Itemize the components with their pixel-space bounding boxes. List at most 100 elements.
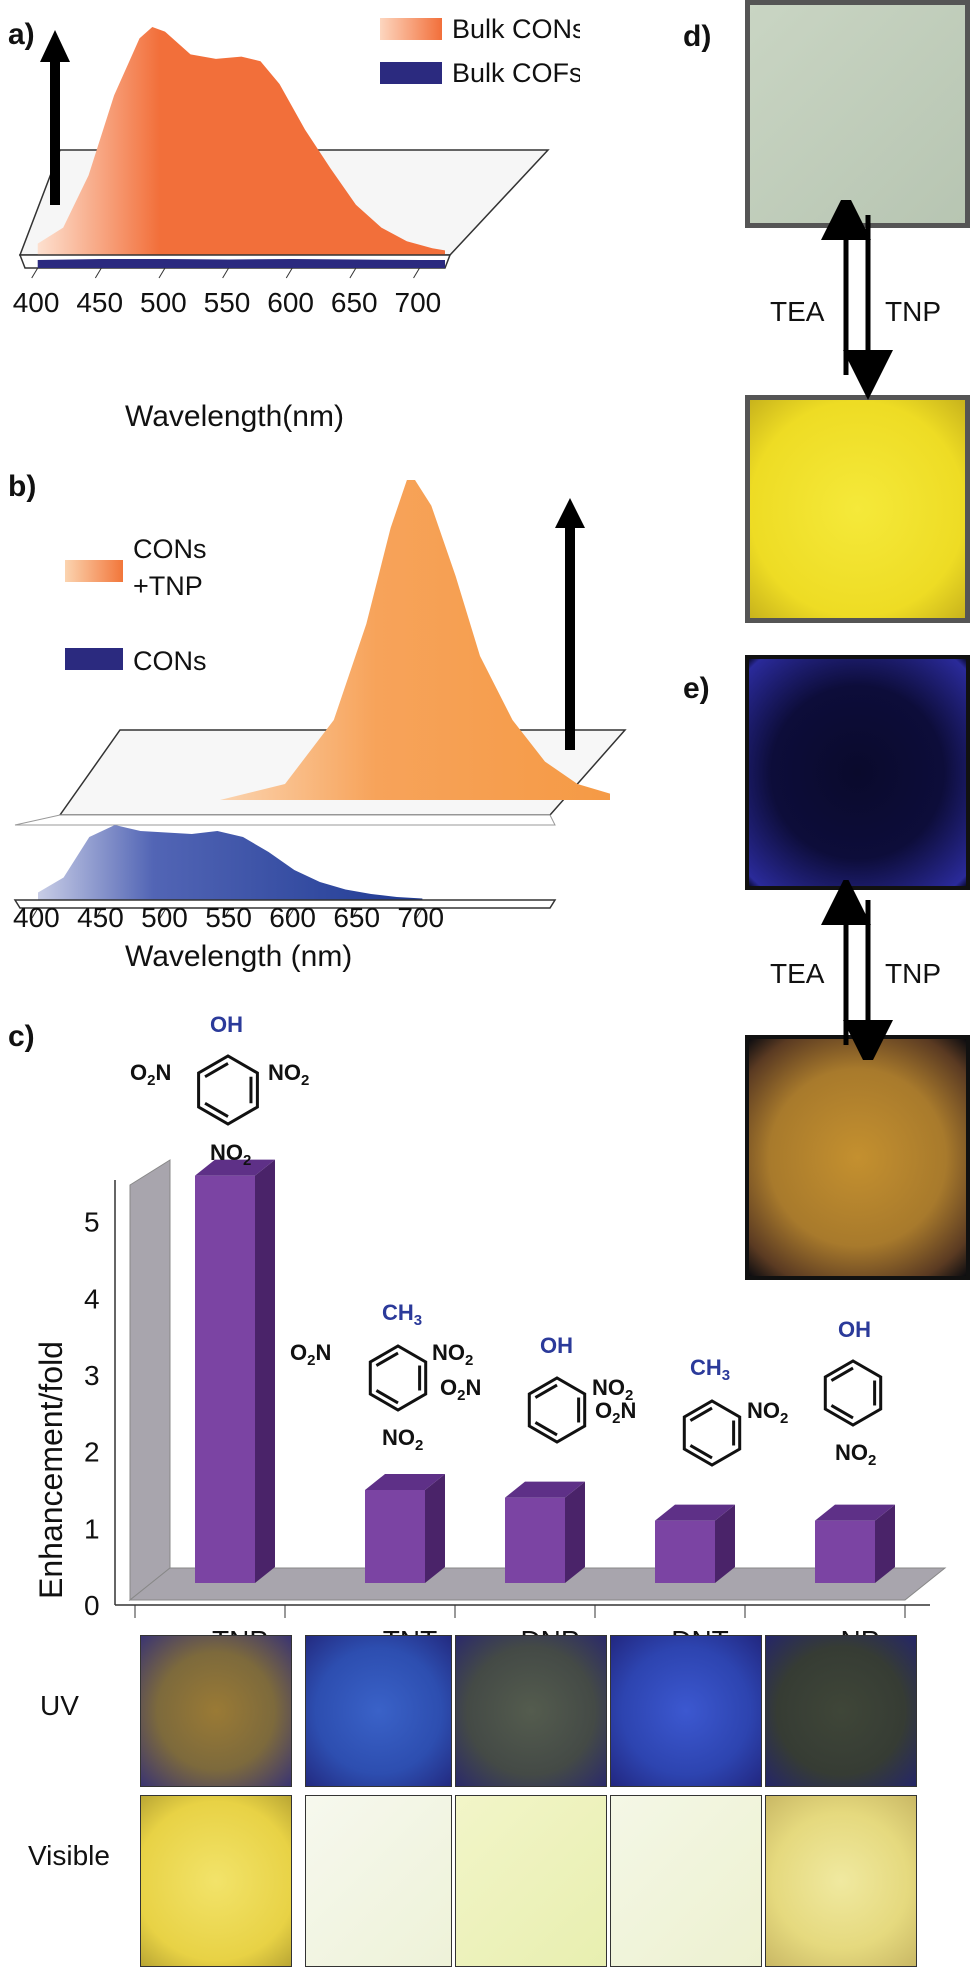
- structure-dnp-ring: [527, 1376, 587, 1444]
- bar-side-dnp: [565, 1481, 585, 1583]
- uv-photo-tnt: [305, 1635, 452, 1787]
- chart-a-tick: [285, 267, 293, 279]
- structure-tnt-no2-right: NO2: [432, 1340, 473, 1369]
- chart-a-tick-label: 450: [76, 287, 123, 318]
- bar-tnt: [365, 1490, 425, 1583]
- panel-b-label: b): [8, 470, 37, 503]
- structure-tnt-ring-bond: [375, 1351, 399, 1367]
- structure-tnp-ring: [197, 1054, 259, 1126]
- visible-photo-np: [765, 1795, 917, 1967]
- structure-dnt-no2: NO2: [747, 1398, 788, 1427]
- structure-np-ring-bond: [830, 1404, 854, 1420]
- film-photo-orange-glow: [745, 1035, 970, 1280]
- structure-dnt-o2n: O2N: [595, 1398, 636, 1427]
- chart-c-floor: [128, 1567, 947, 1601]
- chart-b-tick-label: 550: [205, 902, 252, 930]
- structure-dnt-ring-bond: [689, 1406, 713, 1422]
- chart-c-ytick-label: 4: [84, 1283, 100, 1314]
- chart-b-mid-edge: [14, 814, 556, 826]
- visible-photo-tnp: [140, 1795, 292, 1967]
- row-label-uv: UV: [40, 1690, 79, 1721]
- switch-d-tnp: TNP: [885, 296, 941, 327]
- structure-np-oh: OH: [838, 1317, 871, 1342]
- chart-b-tick-label: 450: [77, 902, 124, 930]
- structure-dnp-ring-bond: [534, 1421, 558, 1437]
- chart-c-ytick-label: 3: [84, 1360, 100, 1391]
- bar-tnp: [195, 1175, 255, 1583]
- legend-swatch-bulk-cofs: [380, 62, 442, 84]
- series-bulk-cofs-area: [37, 259, 445, 268]
- chart-a-tick: [31, 267, 39, 279]
- legend-label-bulk-cofs: Bulk COFs: [452, 58, 580, 88]
- bar-top-tnp: [195, 1159, 275, 1176]
- legend-label-cons-tnp-line1: CONs: [133, 534, 207, 564]
- arrow-head-icon: [555, 498, 585, 528]
- chart-a-tick: [158, 267, 166, 279]
- panel-d-label: d): [683, 20, 712, 53]
- structure-tnp-no2-right: NO2: [268, 1060, 309, 1089]
- chart-b-tick-label: 400: [13, 902, 60, 930]
- bar-side-tnp: [255, 1159, 275, 1583]
- chart-b-xlabel: Wavelength (nm): [125, 940, 353, 973]
- structure-dnp-no2: NO2: [592, 1375, 633, 1404]
- legend-label-bulk-cons: Bulk CONs: [452, 14, 580, 44]
- chart-b-tick-label: 600: [269, 902, 316, 930]
- structure-dnp-ring-bond: [534, 1383, 558, 1399]
- chart-c-back-wall: [129, 1159, 171, 1602]
- panel-a-label: a): [8, 18, 35, 51]
- legend-label-cons: CONs: [133, 646, 207, 676]
- panel-c-label: c): [8, 1020, 35, 1053]
- chart-a: 400 450 500 550 600 650 700 Bulk CONs Bulk COFs: [13, 14, 580, 318]
- bar-top-dnt: [655, 1504, 735, 1521]
- chart-c-ytick-label: 2: [84, 1437, 100, 1468]
- structure-dnp-o2n: O2N: [440, 1375, 481, 1404]
- switch-e-tea: TEA: [770, 958, 825, 989]
- chart-c-ytick-label: 5: [84, 1207, 100, 1238]
- chart-b-tick: [95, 907, 103, 919]
- chart-b-tick: [31, 907, 39, 919]
- chart-b-tick: [223, 907, 231, 919]
- series-cons-tnp-area: [220, 480, 610, 800]
- bar-dnp: [505, 1497, 565, 1583]
- structure-tnt-ch3: CH3: [382, 1300, 422, 1329]
- series-bulk-cons-area: [37, 27, 445, 255]
- chart-c: 012345Enhancement/foldTNPTNTDNPDNTNPOHO2…: [33, 1012, 947, 1650]
- structure-tnp-oh: OH: [210, 1012, 243, 1037]
- visible-photo-tnt: [305, 1795, 452, 1967]
- structure-tnp-o2n: O2N: [130, 1060, 171, 1089]
- chart-b: 400 450 500 550 600 650 700 CONs +TNP CONs: [13, 480, 627, 930]
- structure-tnt-no2-bottom: NO2: [382, 1425, 423, 1454]
- legend-swatch-cons: [65, 648, 123, 670]
- legend-label-cons-tnp-line2: +TNP: [133, 571, 203, 601]
- film-photo-green: [745, 0, 970, 228]
- uv-photo-dnp: [455, 1635, 607, 1787]
- chart-a-tick: [94, 267, 102, 279]
- structure-np-no2: NO2: [835, 1440, 876, 1469]
- chart-b-tick-label: 500: [141, 902, 188, 930]
- structure-tnp-no2-bottom: NO2: [210, 1140, 251, 1169]
- film-photo-yellow: [745, 395, 970, 623]
- chart-b-front-edge: [13, 899, 557, 909]
- switch-d-tea: TEA: [770, 296, 825, 327]
- bar-dnt: [655, 1520, 715, 1583]
- chart-a-tick-label: 700: [395, 287, 442, 318]
- structure-dnt-ch3: CH3: [690, 1355, 730, 1384]
- structure-dnt-ring: [682, 1399, 742, 1467]
- chart-a-tick-label: 550: [204, 287, 251, 318]
- structure-tnt-ring: [368, 1344, 428, 1412]
- legend-swatch-bulk-cons: [380, 18, 442, 40]
- chart-c-ytick-label: 1: [84, 1513, 100, 1544]
- structure-dnt-ring-bond: [689, 1444, 713, 1460]
- series-cons-area: [38, 825, 423, 900]
- structure-tnt-o2n: O2N: [290, 1340, 331, 1369]
- bar-side-tnt: [425, 1474, 445, 1583]
- bar-top-tnt: [365, 1474, 445, 1490]
- structure-tnp-ring-bond: [204, 1062, 229, 1079]
- chart-a-tick-label: 600: [267, 287, 314, 318]
- chart-a-tick-label: 650: [331, 287, 378, 318]
- chart-a-tick-label: 400: [13, 287, 60, 318]
- uv-photo-dnt: [610, 1635, 762, 1787]
- switch-e: [821, 880, 893, 1060]
- chart-b-tick-label: 650: [333, 902, 380, 930]
- chart-c-ytick-label: 0: [84, 1590, 100, 1621]
